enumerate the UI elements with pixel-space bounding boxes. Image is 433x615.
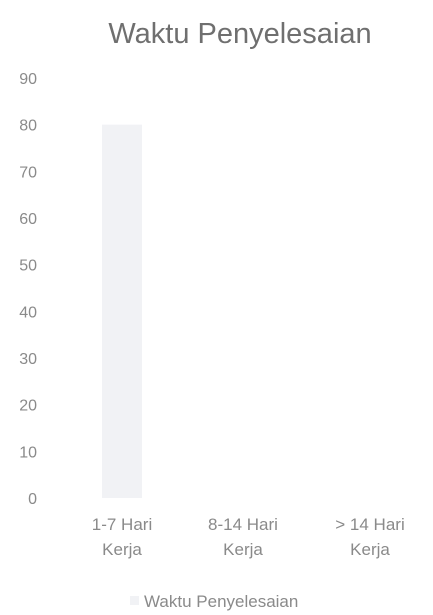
x-category-label: Kerja	[102, 540, 142, 559]
legend-label: Waktu Penyelesaian	[144, 592, 298, 611]
y-tick-label: 0	[28, 491, 37, 508]
legend: Waktu Penyelesaian	[130, 592, 298, 611]
y-tick-label: 80	[19, 118, 37, 135]
x-category-label: > 14 Hari	[335, 515, 404, 534]
y-tick-label: 40	[19, 304, 37, 321]
y-axis: 0 10 20 30 40 50 60 70 80 90	[19, 71, 37, 508]
y-tick-label: 70	[19, 164, 37, 181]
y-tick-label: 20	[19, 398, 37, 415]
x-axis: 1-7 Hari Kerja 8-14 Hari Kerja > 14 Hari Kerj…	[92, 515, 405, 559]
y-tick-label: 50	[19, 258, 37, 275]
y-tick-label: 30	[19, 351, 37, 368]
chart-title: Waktu Penyelesaian	[108, 18, 371, 50]
y-tick-label: 60	[19, 211, 37, 228]
y-tick-label: 10	[19, 444, 37, 461]
x-category-label: Kerja	[350, 540, 390, 559]
bar	[102, 124, 142, 499]
x-category-label: Kerja	[223, 540, 263, 559]
legend-swatch	[130, 596, 139, 605]
x-category-label: 8-14 Hari	[208, 515, 278, 534]
x-category-label: 1-7 Hari	[92, 515, 152, 534]
bars	[102, 124, 142, 499]
y-tick-label: 90	[19, 71, 37, 88]
